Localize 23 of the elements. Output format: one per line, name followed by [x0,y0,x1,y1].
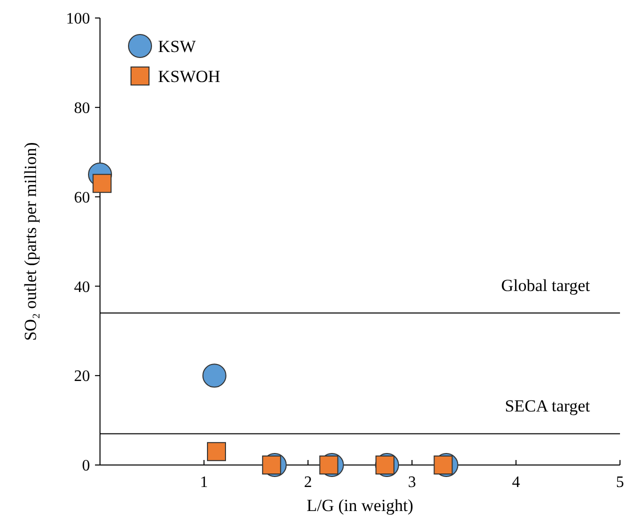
legend-label: KSW [158,36,197,56]
ref-line-label: SECA target [504,396,590,416]
legend-label: KSWOH [158,66,220,86]
point [262,456,282,474]
y-tick-label: 0 [82,458,90,475]
ref-line-label: Global target [501,276,590,296]
point [319,456,338,474]
x-axis-title: L/G (in weight) [306,496,414,515]
x-tick-label: 5 [616,474,624,491]
x-tick-label: 2 [304,474,312,491]
x-tick-label: 4 [512,474,520,491]
point [206,442,226,462]
y-tick-label: 20 [74,368,90,386]
y-tick-label: 100 [66,10,90,28]
y-tick-label: 40 [74,278,90,296]
point [434,456,453,474]
y-tick-label: 60 [74,189,90,206]
y-axis-title: SO₂ outlet (parts per million) [21,142,40,341]
x-tick-label: 3 [408,474,416,491]
y-tick-label: 80 [74,100,90,117]
x-tick-label: 1 [200,474,208,491]
point [202,364,226,388]
point [92,174,112,193]
